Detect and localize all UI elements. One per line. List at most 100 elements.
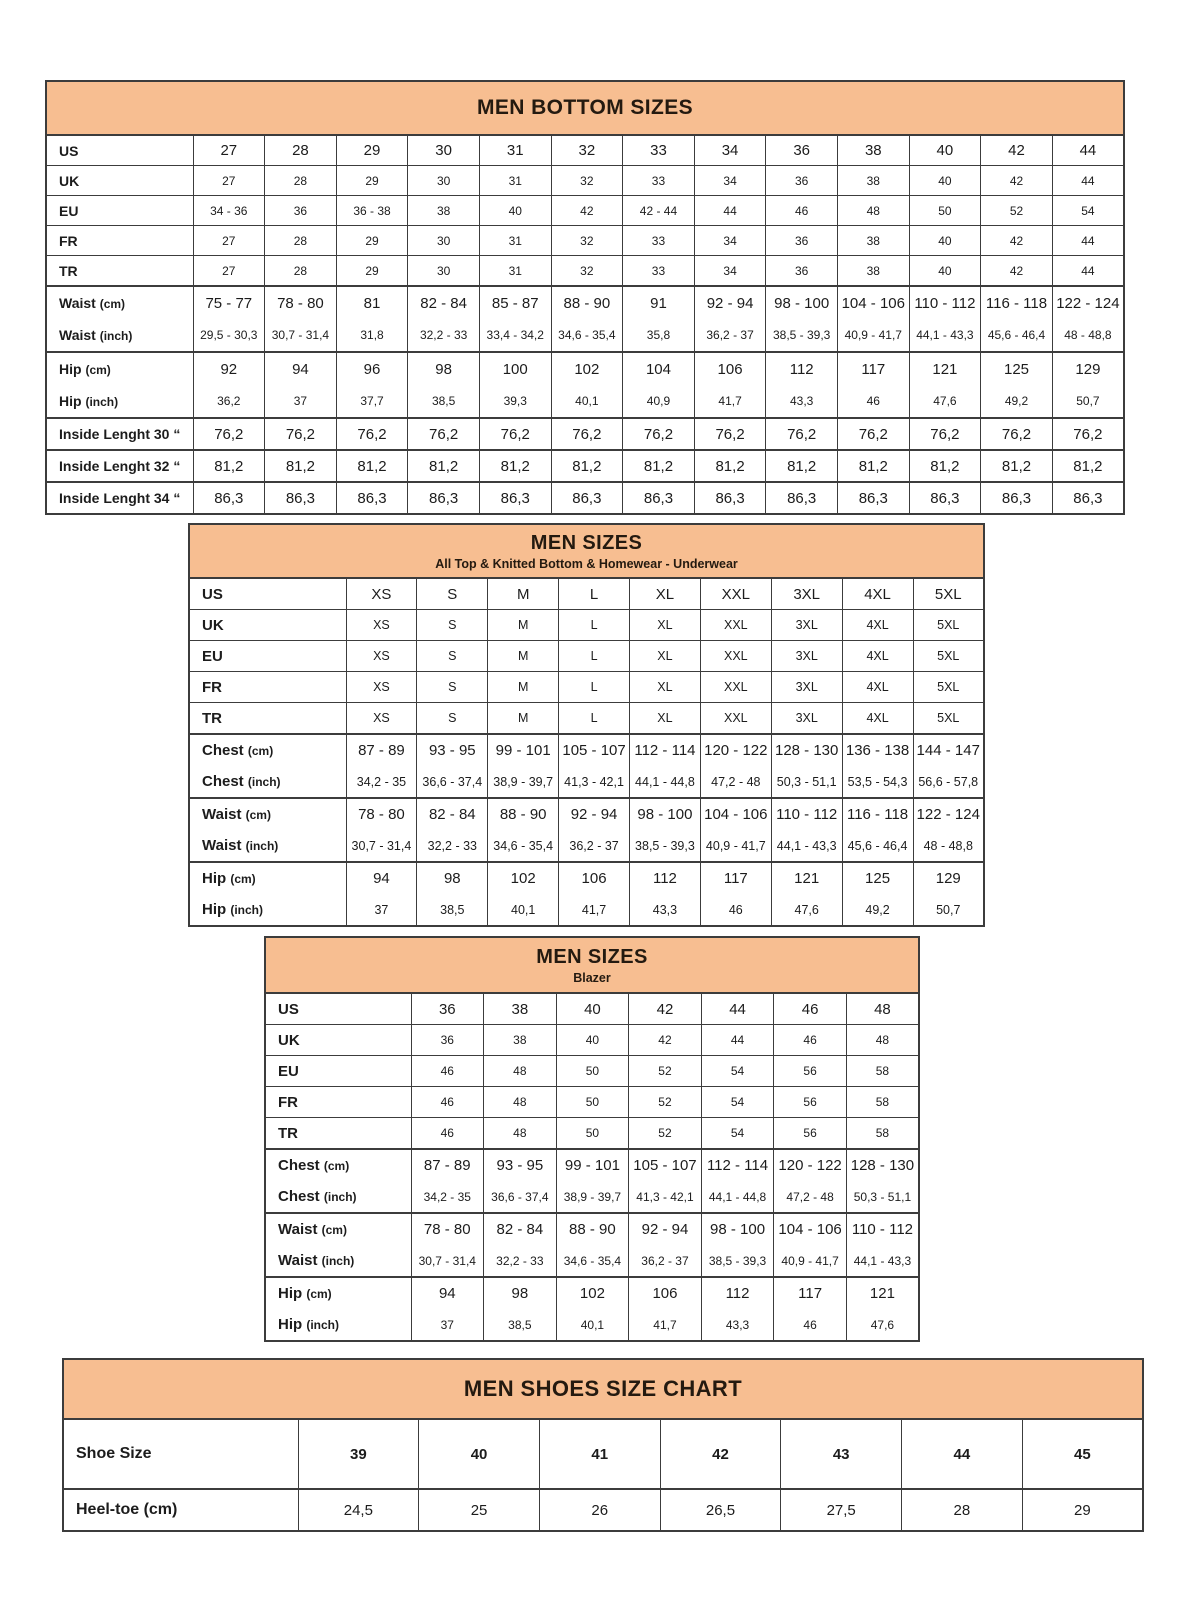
table-cell: XS [345, 609, 417, 641]
table-cell: 76,2 [192, 418, 265, 450]
table-cell: L [558, 609, 630, 641]
row-label-text: Chest [278, 1188, 320, 1205]
table-cell: 110 - 112 [770, 798, 843, 830]
table-cell: S [416, 578, 488, 610]
table-cell: M [487, 702, 559, 734]
table-cell: 54 [1051, 195, 1124, 226]
table-cell: 54 [700, 1086, 774, 1118]
row-label-text: Hip [202, 901, 227, 918]
table-cell: 38,5 - 39,3 [629, 830, 701, 862]
table-row: TR XS S M L XL XXL 3XL 4XL 5XL [189, 702, 984, 734]
row-label: FR [46, 226, 193, 256]
table-cell: 81,2 [622, 450, 695, 482]
table-cell: 32,2 - 33 [483, 1245, 557, 1277]
table-cell: 47,6 [770, 894, 843, 926]
table-cell: 105 - 107 [628, 1149, 702, 1181]
table-cell: 36 [765, 255, 838, 286]
row-label-text: TR [59, 262, 78, 279]
size-table: MEN SIZES Blazer US 36 38 40 42 44 46 48 UK 36 38 40 4… [264, 936, 920, 1342]
table-cell: 78 - 80 [264, 286, 337, 319]
table-cell: XS [345, 640, 417, 672]
table-cell: 32 [550, 225, 623, 256]
table-cell: 100 [478, 352, 552, 385]
table-cell: 50 [555, 1117, 629, 1149]
table-cell: 98 [416, 862, 488, 894]
table-cell: 44 [700, 993, 774, 1025]
table-cell: 91 [622, 286, 695, 319]
table-row: Chest (inch) 34,2 - 35 36,6 - 37,4 38,9 - 3… [265, 1181, 919, 1213]
table-cell: 76,2 [407, 418, 480, 450]
table-cell: 36,2 [192, 385, 265, 418]
row-label-unit: (cm) [321, 1223, 347, 1237]
table-cell: 44 [901, 1419, 1023, 1489]
table-cell: 40 [555, 993, 629, 1025]
row-label: Chest (cm) [189, 734, 346, 766]
table-cell: 56 [773, 1086, 847, 1118]
table-cell: 31 [478, 165, 552, 196]
table-cell: 5XL [912, 702, 984, 734]
row-label: Hip (inch) [46, 385, 193, 418]
table-cell: 48 [483, 1055, 557, 1087]
table-cell: 28 [264, 165, 337, 196]
table-cell: XL [629, 702, 701, 734]
row-label-unit: (inch) [321, 1254, 355, 1268]
table-cell: 117 [836, 352, 910, 385]
table-cell: 36 [765, 165, 838, 196]
table-cell: 40,9 - 41,7 [699, 830, 772, 862]
table-cell: 86,3 [980, 482, 1053, 514]
table-cell: 44 [1051, 165, 1124, 196]
table-cell: 38 [483, 1024, 557, 1056]
row-label: EU [46, 196, 193, 226]
table-cell: 36 [264, 195, 337, 226]
table-cell: M [487, 609, 559, 641]
table-cell: 32,2 - 33 [416, 830, 488, 862]
table-row: US 36 38 40 42 44 46 48 [265, 993, 919, 1025]
table-cell: 33 [622, 165, 695, 196]
table-cell: 48 [836, 195, 910, 226]
table-cell: 35,8 [622, 319, 695, 352]
table-row: US XS S M L XL XXL 3XL 4XL 5XL [189, 578, 984, 610]
table-cell: 38,5 [483, 1309, 557, 1341]
table-cell: 86,3 [550, 482, 623, 514]
table-cell: 82 - 84 [483, 1213, 557, 1245]
row-label: Hip (inch) [189, 894, 346, 926]
row-label-text: Chest [278, 1157, 320, 1174]
table-cell: 46 [410, 1086, 484, 1118]
table-cell: 86,3 [693, 482, 766, 514]
table-cell: 50,7 [1051, 385, 1124, 418]
table-cell: 30 [407, 135, 480, 166]
table-cell: 47,2 - 48 [699, 766, 772, 798]
table-cell: 106 [693, 352, 766, 385]
table-cell: 81,2 [980, 450, 1053, 482]
table-cell: 86,3 [335, 482, 408, 514]
table-cell: 38,9 - 39,7 [555, 1181, 629, 1213]
row-label: EU [265, 1056, 411, 1087]
table-cell: XXL [699, 671, 772, 703]
row-label: EU [189, 641, 346, 672]
table-cell: 81,2 [192, 450, 265, 482]
table-cell: 40 [418, 1419, 540, 1489]
table-cell: 43,3 [629, 894, 701, 926]
table-cell: 40,9 - 41,7 [773, 1245, 847, 1277]
table-cell: 125 [841, 862, 913, 894]
table-cell: XXL [699, 578, 772, 610]
row-label-text: UK [59, 172, 80, 189]
table-cell: 50,7 [912, 894, 984, 926]
table-cell: 44,1 - 44,8 [629, 766, 701, 798]
table-cell: 86,3 [478, 482, 552, 514]
table-cell: 44 [1051, 135, 1124, 166]
row-label-unit: (inch) [230, 903, 264, 917]
table-cell: 37 [264, 385, 337, 418]
table-cell: 41,3 - 42,1 [558, 766, 630, 798]
table-cell: 28 [901, 1489, 1023, 1531]
table-cell: 27 [192, 165, 265, 196]
table-cell: 37 [345, 894, 417, 926]
table-cell: 117 [699, 862, 772, 894]
table-cell: 88 - 90 [487, 798, 559, 830]
table-cell: 96 [335, 352, 408, 385]
table-cell: 47,2 - 48 [773, 1181, 847, 1213]
table-cell: 34,6 - 35,4 [550, 319, 623, 352]
table-cell: 42 - 44 [622, 195, 695, 226]
table-cell: 44 [700, 1024, 774, 1056]
table-cell: 34,6 - 35,4 [487, 830, 559, 862]
